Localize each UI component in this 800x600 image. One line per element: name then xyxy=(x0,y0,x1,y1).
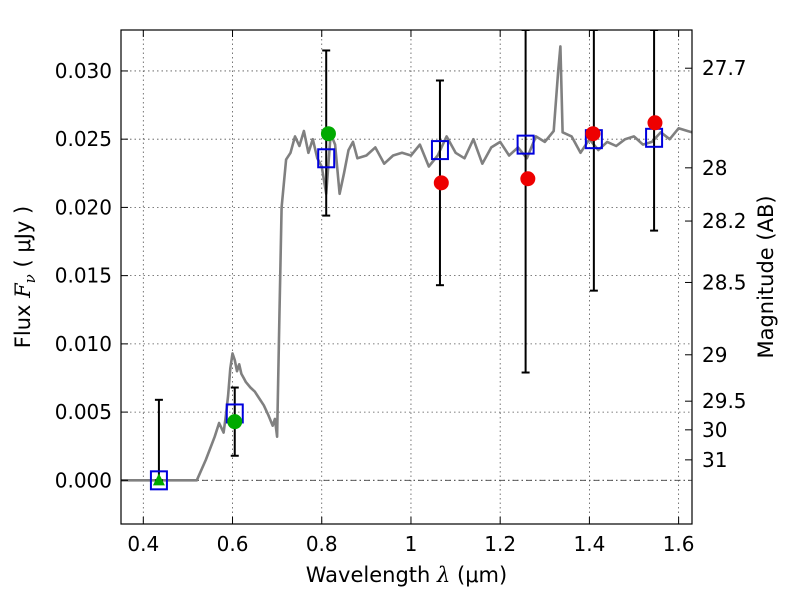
y-tick-label: 0.020 xyxy=(55,195,112,219)
circle-marker xyxy=(520,171,536,187)
y-tick-label: 0.030 xyxy=(55,59,112,83)
y-tick-label: 0.025 xyxy=(55,127,112,151)
right-tick-label: 31 xyxy=(702,448,727,472)
x-tick-label: 1.4 xyxy=(573,532,605,556)
y-axis-title-sub: ν xyxy=(21,274,39,283)
y-axis-title: Flux Fν ( μJy ) xyxy=(11,206,39,348)
x-axis-title: Wavelength λ (μm) xyxy=(306,563,507,587)
right-tick-label: 30 xyxy=(702,418,727,442)
right-tick-label: 29.5 xyxy=(702,389,747,413)
y-tick-label: 0.005 xyxy=(55,400,112,424)
plot-frame xyxy=(120,29,693,525)
grid-lines xyxy=(121,30,692,524)
band-square-marker xyxy=(516,134,535,155)
right-tick-label: 28.2 xyxy=(702,209,747,233)
right-tick-label: 28.5 xyxy=(702,270,747,294)
x-tick-label: 1.6 xyxy=(663,532,695,556)
x-tick-label: 1.2 xyxy=(484,532,516,556)
x-axis-title-var: λ xyxy=(436,563,450,587)
x-tick-label: 0.6 xyxy=(217,532,249,556)
circle-marker xyxy=(585,126,601,142)
y-axis-title-text: Flux xyxy=(11,298,35,348)
right-axis-title: Magnitude (AB) xyxy=(754,195,778,358)
band-square-marker xyxy=(149,470,168,491)
triangle-marker xyxy=(152,473,165,486)
data-markers xyxy=(149,115,664,491)
y-tick-label: 0.000 xyxy=(55,468,112,492)
y-axis-title-unit: ( μJy ) xyxy=(11,206,35,274)
band-square-marker xyxy=(430,140,449,161)
axis-ticks: 0.4 0.6 0.8 1 1.2 1.4 1.6 0.000 0.005 0.010 0.015 0… xyxy=(55,30,747,556)
circle-marker xyxy=(320,126,336,142)
y-tick-label: 0.015 xyxy=(55,264,112,288)
circle-marker xyxy=(433,175,449,191)
band-square-marker xyxy=(317,148,336,169)
circle-marker xyxy=(647,115,663,131)
spectrum-line xyxy=(121,45,692,482)
x-tick-label: 0.4 xyxy=(127,532,159,556)
right-tick-label: 28 xyxy=(702,156,727,180)
x-axis-title-unit: (μm) xyxy=(450,563,507,587)
x-axis-title-text: Wavelength xyxy=(306,563,437,587)
y-axis-title-var: F xyxy=(11,282,35,299)
right-tick-label: 27.7 xyxy=(702,56,747,80)
y-tick-label: 0.010 xyxy=(55,332,112,356)
spectrum-series xyxy=(121,45,692,482)
circle-marker xyxy=(227,414,243,430)
x-tick-label: 0.8 xyxy=(306,532,338,556)
error-bars xyxy=(154,30,659,482)
x-tick-label: 1 xyxy=(405,532,418,556)
right-tick-label: 29 xyxy=(702,343,727,367)
